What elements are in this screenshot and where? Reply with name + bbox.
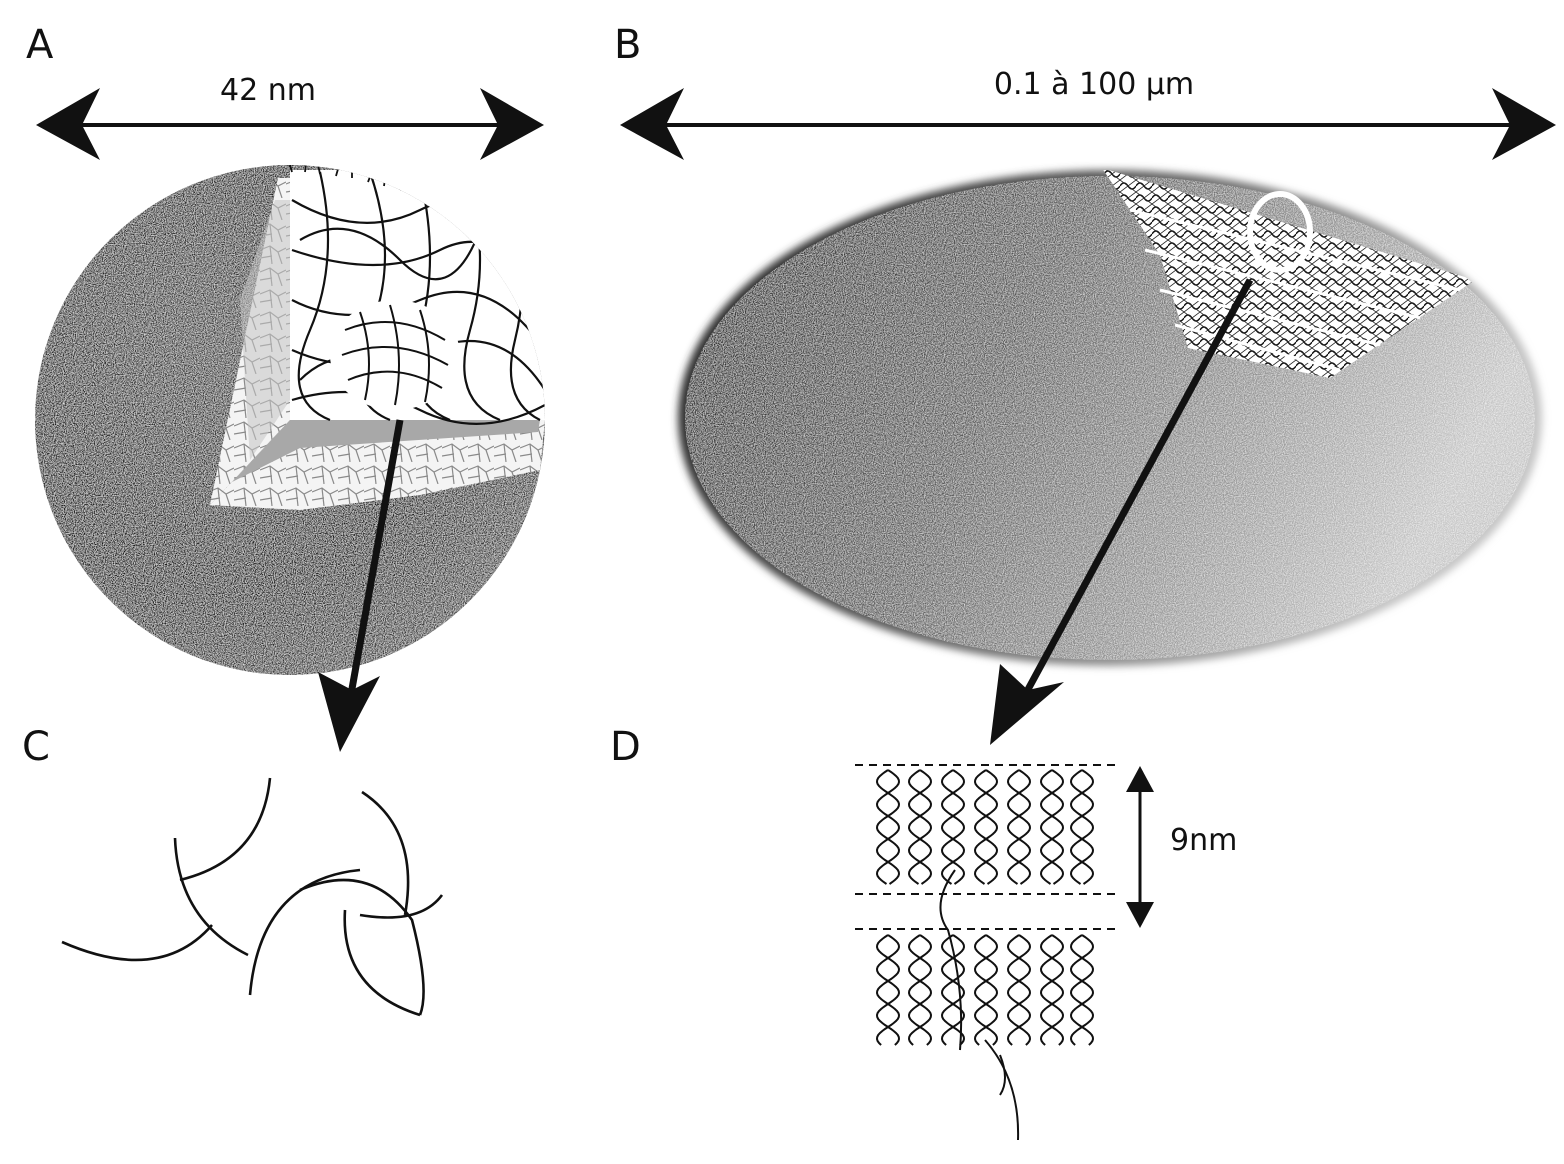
panel-a-label: A [26,22,54,68]
dimension-arrow-b [620,88,1556,160]
arrowhead-left-icon [620,88,684,160]
highlight-circle [1247,191,1313,273]
helix-strand [875,769,901,885]
helix-strand [1069,934,1095,1046]
dimension-arrow-a [36,88,544,160]
helix-strand [940,769,966,885]
arrowhead-up-icon [1126,766,1154,792]
helix-strand [907,934,933,1046]
dimension-label-a: 42 nm [220,73,316,108]
helix-strand [973,934,999,1046]
helix-strand [1069,769,1095,885]
spacing-label: 9nm [1170,823,1237,858]
panel-d-label: D [610,724,641,770]
helix-strand [1039,769,1065,885]
pointer-arrowhead-icon [318,672,380,752]
helix-strand [907,769,933,885]
helix-strand [907,769,933,885]
helix-strand [1006,769,1032,885]
panel-c-label: C [22,724,50,770]
arrowhead-left-icon [36,88,100,160]
pointer-arrow-b-to-d [990,278,1254,745]
panel-b-label: B [614,22,641,68]
dimension-label-b: 0.1 à 100 µm [994,67,1194,102]
highlight-circle [330,300,460,410]
helix-strand [1006,769,1032,885]
helix-strand [1039,934,1065,1046]
cutaway-lamellar-section [1102,170,1475,378]
spherical-particle [35,165,545,675]
helix-layer-upper [875,769,1095,885]
pointer-arrow-a-to-c [318,419,404,752]
pointer-arrowhead-icon [990,664,1064,745]
ellipsoidal-particle [678,170,1542,666]
double-helix-stack [855,764,1115,1141]
spacing-arrow [1126,766,1154,928]
helix-strand [875,934,901,1046]
helix-strand [940,934,966,1046]
helix-strand [1006,934,1032,1046]
random-fiber-network [61,777,444,1017]
helix-strand [875,769,901,885]
arrowhead-right-icon [480,88,544,160]
helix-strand [973,769,999,885]
helix-layer-lower [875,934,1095,1046]
arrowhead-down-icon [1126,902,1154,928]
helix-strand [940,769,966,885]
arrowhead-right-icon [1492,88,1556,160]
helix-strand [1039,769,1065,885]
helix-strand [1069,769,1095,885]
helix-strand [973,769,999,885]
